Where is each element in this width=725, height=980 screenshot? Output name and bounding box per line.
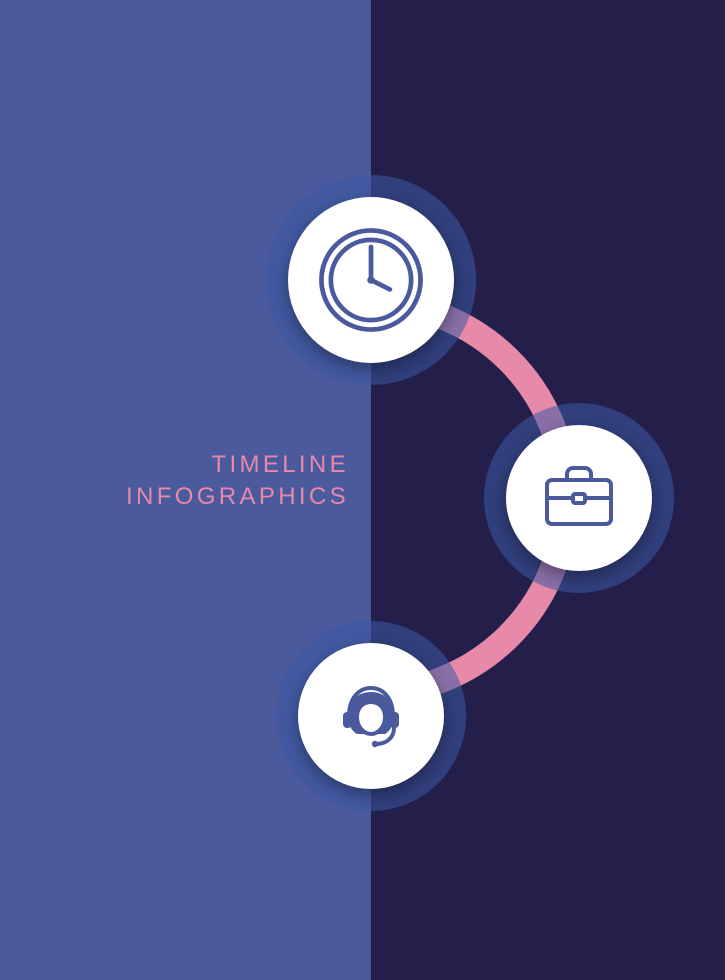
clock-icon bbox=[312, 221, 430, 339]
node-face bbox=[298, 643, 444, 789]
headset-icon bbox=[321, 666, 421, 766]
node-face bbox=[288, 197, 454, 363]
title-line-1: TIMELINE bbox=[211, 451, 349, 478]
node-briefcase bbox=[484, 403, 674, 593]
node-support bbox=[276, 621, 466, 811]
heading-title: TIMELINE INFOGRAPHICS bbox=[0, 449, 349, 514]
briefcase-icon bbox=[529, 448, 629, 548]
title-line-2: INFOGRAPHICS bbox=[126, 483, 349, 510]
node-face bbox=[506, 425, 652, 571]
node-clock bbox=[266, 175, 476, 385]
